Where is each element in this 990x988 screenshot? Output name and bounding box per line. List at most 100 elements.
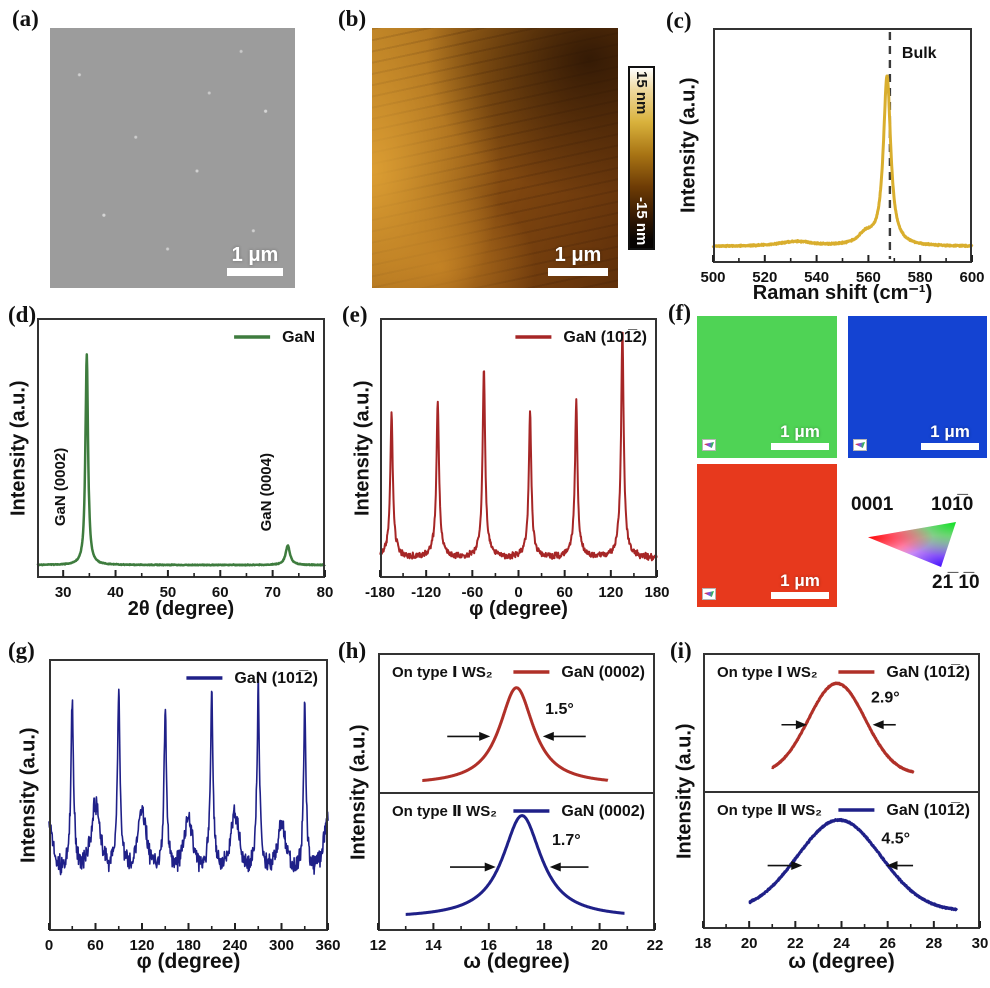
chart-curve: [748, 818, 959, 912]
x-tick-label: -120: [411, 584, 441, 601]
x-tick-label: 120: [598, 584, 623, 601]
x-tick-label: 180: [176, 937, 201, 954]
peak-label: GaN (0002): [52, 448, 69, 526]
scale-bar-f-blue-rect: [921, 443, 979, 450]
chart-curve: [421, 686, 610, 782]
vline-annotation: Bulk: [902, 45, 937, 62]
fwhm-value-label: 4.5°: [881, 830, 910, 847]
ipf-color-key-triangle: [868, 522, 956, 567]
afm-image: 1 μm: [372, 28, 618, 288]
panel-h-label: (h): [338, 638, 367, 663]
legend-label: GaN (0002): [561, 803, 645, 820]
colorbar-max-label: 15 nm: [633, 71, 650, 115]
sem-image: 1 μm: [50, 28, 295, 288]
x-tick-label: 0: [514, 584, 522, 601]
plot-border: [380, 318, 657, 578]
x-tick-label: 20: [741, 935, 758, 952]
panel-d-label: (d): [8, 302, 37, 327]
chart-curve: [404, 814, 626, 916]
panel-b-label: (b): [338, 6, 367, 31]
fwhm-arrow-head: [886, 861, 898, 871]
phiscan-g-x-axis-label: φ (degree): [136, 950, 241, 973]
ipf-mini-key-icon: [853, 439, 867, 451]
x-tick-label: 50: [160, 584, 177, 601]
rocking-h-x-axis-label: ω (degree): [463, 950, 570, 973]
x-tick-label: 24: [833, 935, 850, 952]
legend-label: GaN (101̅2): [563, 328, 647, 346]
scale-bar-b-rect: [548, 268, 608, 276]
x-tick-label: 26: [879, 935, 896, 952]
fwhm-value-label: 1.5°: [545, 701, 574, 718]
x-tick-label: 120: [129, 937, 154, 954]
x-tick-label: 12: [370, 937, 387, 954]
rocking-i-x-axis-label: ω (degree): [788, 950, 895, 973]
fwhm-arrow-head: [872, 720, 884, 730]
x-tick-label: 60: [556, 584, 573, 601]
scale-bar-b: 1 μm: [548, 245, 608, 276]
ipf-mini-key-icon: [702, 439, 716, 451]
x-tick-label: 14: [425, 937, 442, 954]
scale-bar-f-blue-label: 1 μm: [930, 422, 970, 441]
x-tick-label: 240: [222, 937, 247, 954]
x-tick-label: 0: [45, 937, 53, 954]
phiscan-g-y-axis-label: Intensity (a.u.): [17, 727, 40, 863]
colorbar-min-label: -15 nm: [633, 196, 650, 245]
scale-bar-b-label: 1 μm: [554, 244, 602, 266]
fwhm-arrow-head: [791, 861, 803, 871]
scale-bar-a-label: 1 μm: [231, 244, 279, 266]
ebsd-map-green: 1 μm: [697, 316, 837, 458]
fwhm-arrow-head: [542, 731, 554, 741]
x-tick-label: 30: [55, 584, 72, 601]
subpanel-sample-label: On type Ⅱ WS₂: [717, 802, 822, 819]
ipf-key-1010-label: 101̅0: [931, 494, 974, 515]
phiscan-e-x-axis-label: φ (degree): [469, 598, 568, 620]
ebsd-map-red: 1 μm: [697, 464, 837, 607]
chart-curve: [771, 681, 915, 774]
afm-colorbar: 15 nm -15 nm: [628, 66, 655, 250]
legend-label: GaN: [282, 329, 315, 346]
chart-curve: [48, 671, 329, 876]
raman-x-axis-label: Raman shift (cm⁻¹): [752, 282, 933, 304]
fwhm-arrow-head: [549, 862, 561, 872]
panel-f-label: (f): [668, 300, 691, 325]
xrd-chart: GaN (0002) GaN (0004) GaN 30 40 50 60 70 80: [36, 318, 333, 601]
x-tick-label: 28: [925, 935, 942, 952]
x-tick-label: 300: [269, 937, 294, 954]
x-tick-label: 40: [107, 584, 124, 601]
chart-curve: [711, 74, 974, 249]
rocking-i-y-axis-label: Intensity (a.u.): [673, 723, 696, 859]
scale-bar-f-green-rect: [771, 443, 829, 450]
x-tick-label: 580: [908, 269, 933, 286]
ipf-mini-key-icon: [702, 588, 716, 600]
rocking-curve-chart-h: 1.5° On type Ⅰ WS₂ GaN (0002) 1.7° On type Ⅱ…: [370, 653, 663, 954]
phi-scan-chart-e: GaN (101̅2) -180 -120 -60 0 60 120 180: [365, 318, 670, 601]
plot-border: [49, 659, 328, 931]
subpanel-sample-label: On type Ⅰ WS₂: [717, 664, 818, 681]
xrd-y-axis-label: Intensity (a.u.): [7, 380, 30, 516]
chart-curve: [36, 353, 326, 567]
peak-label: GaN (0004): [258, 453, 275, 531]
ipf-key-2110-label: 21̅ 1̅0: [932, 572, 980, 593]
fwhm-value-label: 1.7°: [552, 832, 581, 849]
x-tick-label: 180: [644, 584, 669, 601]
x-tick-label: 70: [264, 584, 281, 601]
phi-scan-chart-g: GaN (101̅2) 0 60 120 180 240 300 360: [45, 659, 341, 954]
fwhm-arrow-head: [484, 862, 496, 872]
x-tick-label: 20: [591, 937, 608, 954]
x-tick-label: 16: [480, 937, 497, 954]
x-tick-label: -180: [365, 584, 395, 601]
rocking-curve-chart-i: 2.9° On type Ⅰ WS₂ GaN (101̅2) 4.5° On type …: [695, 653, 988, 952]
x-tick-label: 600: [959, 269, 984, 286]
x-tick-label: 30: [972, 935, 989, 952]
fwhm-arrow-head: [479, 731, 491, 741]
x-tick-label: 22: [647, 937, 664, 954]
subpanel-sample-label: On type Ⅰ WS₂: [392, 664, 493, 681]
scale-bar-f-green: 1 μm: [771, 423, 829, 450]
x-tick-label: 60: [87, 937, 104, 954]
x-tick-label: 360: [315, 937, 340, 954]
chart-curve: [379, 331, 658, 562]
scale-bar-f-red-label: 1 μm: [780, 571, 820, 590]
fwhm-arrow-head: [795, 720, 807, 730]
panel-a-label: (a): [12, 6, 39, 31]
